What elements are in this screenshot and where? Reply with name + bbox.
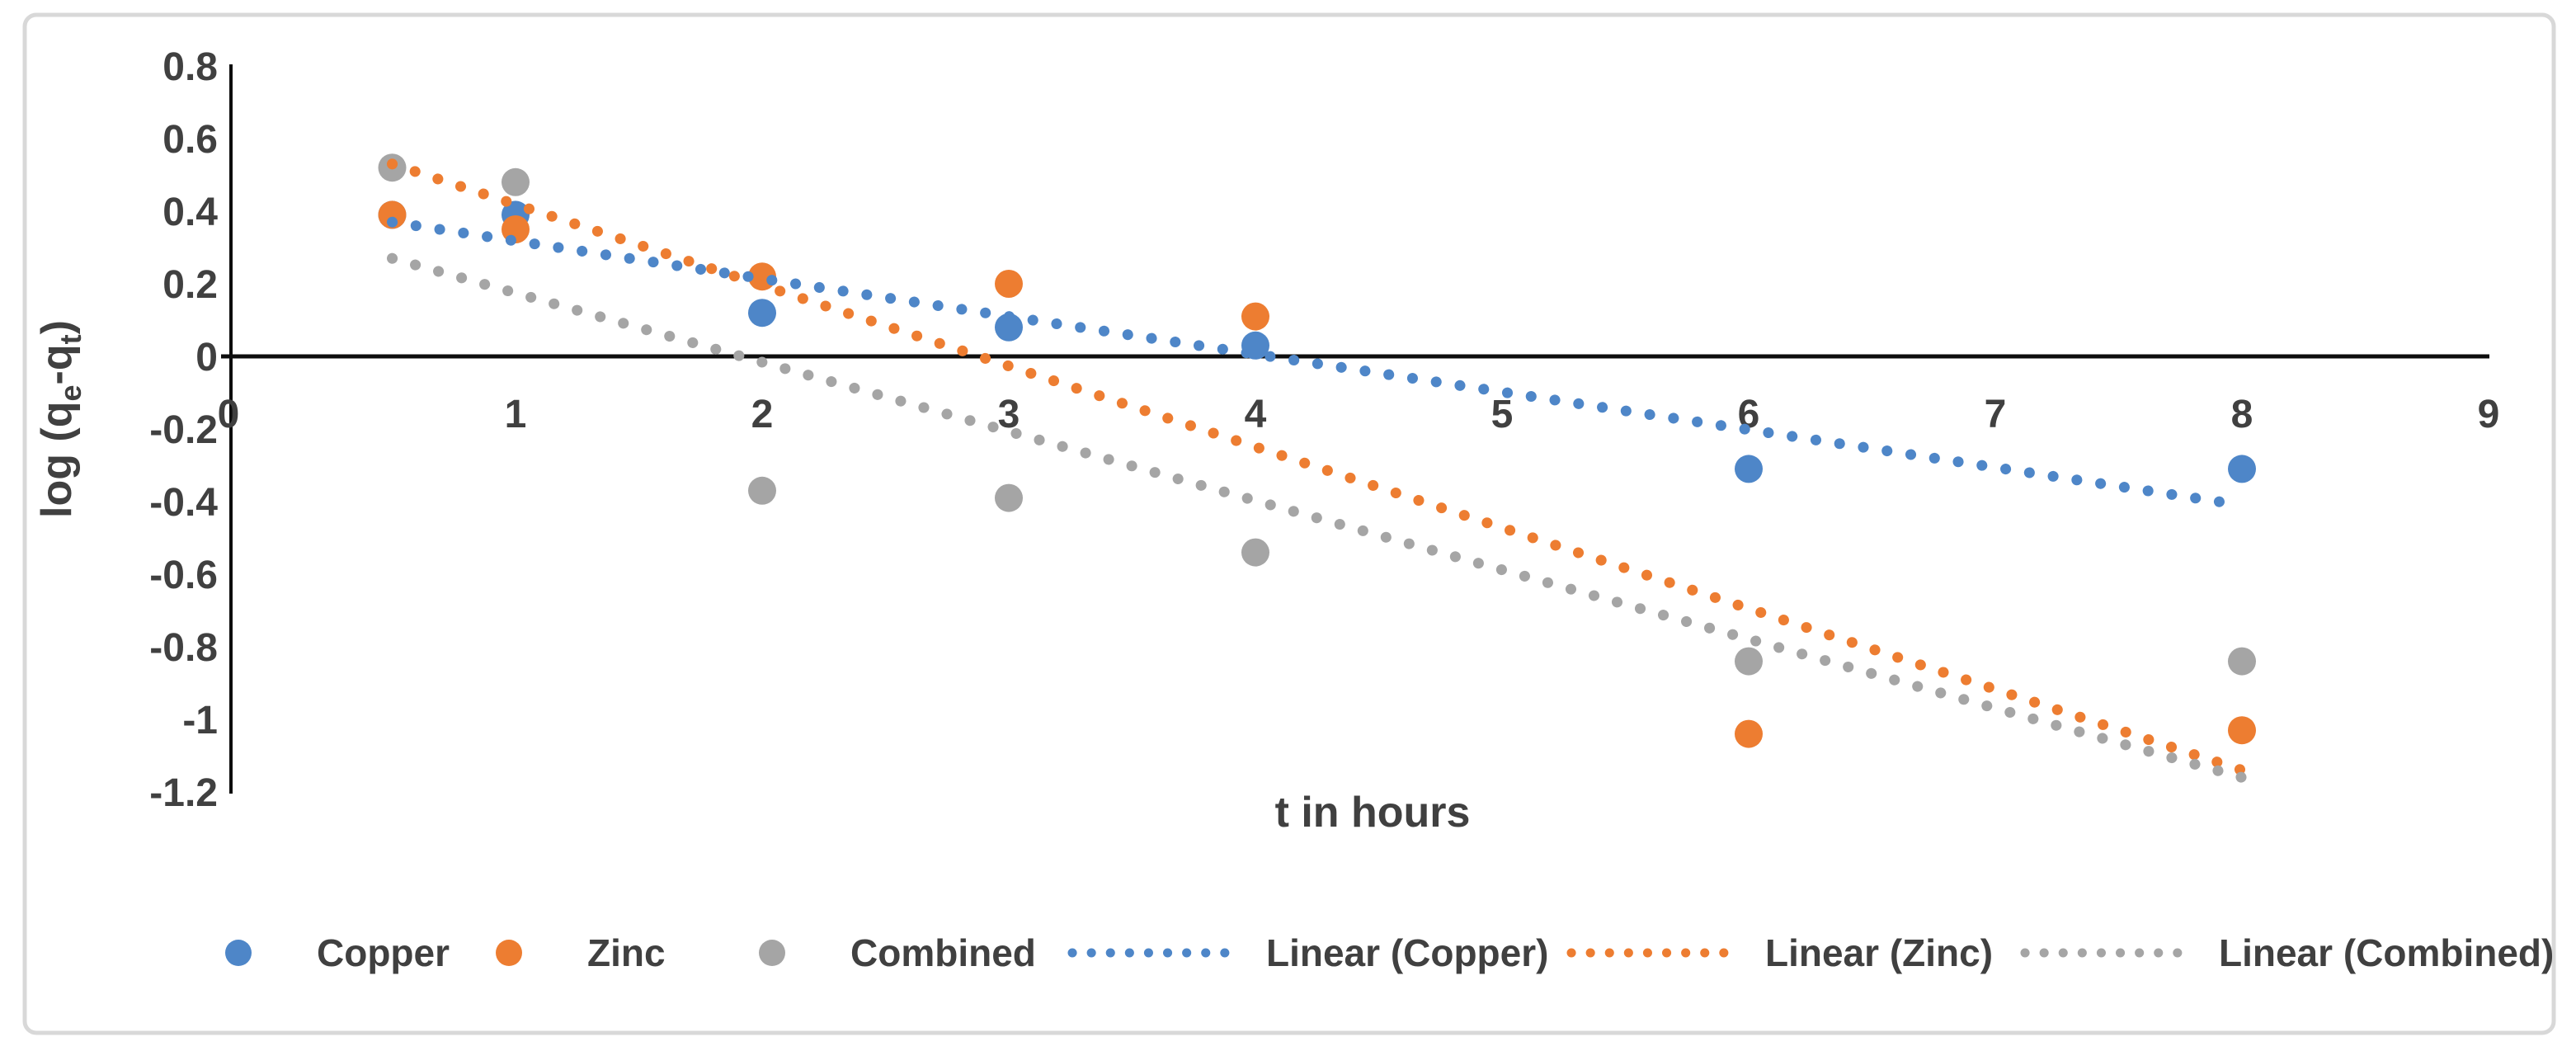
- y-tick-label: 0.2: [162, 263, 218, 307]
- y-tick-label: 0.6: [162, 118, 218, 162]
- x-tick-label: 4: [1245, 393, 1267, 436]
- data-point-zinc: [1735, 719, 1763, 748]
- y-tick-label: -0.6: [149, 554, 218, 597]
- trendline-copper: [387, 216, 2248, 511]
- legend-item-zinc: Zinc: [496, 931, 666, 974]
- data-point-combined: [995, 483, 1023, 512]
- legend-item-linear-zinc-: Linear (Zinc): [1566, 931, 1993, 974]
- x-tick-label: 1: [505, 393, 527, 436]
- y-tick-label: -0.2: [149, 408, 218, 452]
- data-point-zinc: [2228, 716, 2256, 745]
- y-tick-label: 0.4: [162, 191, 218, 234]
- data-point-zinc: [1241, 302, 1269, 331]
- x-axis-title: t in hours: [1275, 789, 1471, 837]
- y-tick-label: -0.4: [149, 481, 218, 525]
- x-tick-label: 9: [2478, 393, 2500, 436]
- x-tick-label: 0: [218, 393, 240, 436]
- data-point-combined: [1241, 538, 1269, 567]
- data-point-copper: [2228, 455, 2256, 483]
- trendline-combined: [387, 252, 2248, 783]
- y-tick-label: 0: [195, 336, 218, 379]
- y-tick-label: -1.2: [149, 771, 218, 815]
- legend-label: Linear (Combined): [2219, 931, 2554, 974]
- y-axis-title: log (qe-qt): [33, 320, 87, 518]
- legend-label: Combined: [850, 931, 1036, 974]
- legend-marker-dot: [759, 940, 785, 966]
- legend-item-combined: Combined: [759, 931, 1036, 974]
- y-tick-label: 0.8: [162, 45, 218, 89]
- data-point-combined: [502, 167, 530, 196]
- data-point-zinc: [995, 270, 1023, 298]
- data-point-copper: [748, 299, 776, 328]
- chart-legend: Copper Zinc Combined Linear (Copper) Linear …: [225, 931, 2554, 974]
- legend-item-copper: Copper: [225, 931, 450, 974]
- x-tick-label: 2: [751, 393, 774, 436]
- x-tick-label: 8: [2231, 393, 2253, 436]
- legend-label: Copper: [317, 931, 450, 974]
- data-point-copper: [1735, 455, 1763, 483]
- data-point-combined: [1735, 647, 1763, 676]
- data-point-combined: [2228, 647, 2256, 676]
- y-tick-label: -1: [182, 699, 218, 742]
- data-point-combined: [748, 476, 776, 505]
- data-point-zinc: [378, 200, 407, 229]
- x-tick-label: 5: [1491, 393, 1514, 436]
- x-tick-label: 7: [1985, 393, 2007, 436]
- legend-label: Zinc: [587, 931, 666, 974]
- y-tick-label: -0.8: [149, 626, 218, 670]
- legend-label: Linear (Zinc): [1765, 931, 1993, 974]
- legend-item-linear-copper-: Linear (Copper): [1067, 931, 1548, 974]
- legend-item-linear-combined-: Linear (Combined): [2020, 931, 2554, 974]
- legend-marker-dot: [496, 940, 522, 966]
- data-point-copper: [995, 313, 1023, 342]
- legend-marker-dot: [225, 940, 252, 966]
- legend-label: Linear (Copper): [1266, 931, 1548, 974]
- chart-border: [22, 12, 2556, 1035]
